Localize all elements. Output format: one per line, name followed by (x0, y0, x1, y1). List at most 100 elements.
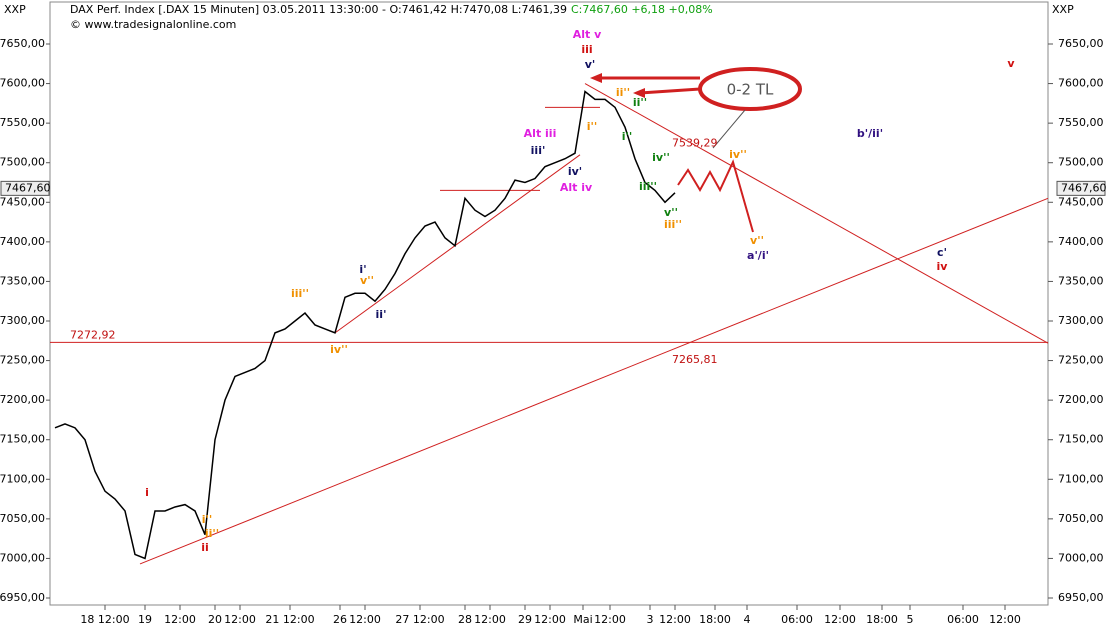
y-tick-label: 7450,00 (1058, 195, 1104, 208)
last-price-box (1056, 180, 1106, 196)
y-tick-label: 7150,00 (1058, 433, 1104, 446)
x-tick-label: 19 (138, 613, 152, 626)
y-tick-label: 7100,00 (0, 472, 45, 485)
wave-label: v' (585, 58, 596, 71)
arrowhead (590, 73, 602, 83)
wave-label: c' (937, 246, 947, 259)
last-price-label: 7467,60 (1061, 181, 1107, 194)
x-tick-label: 18 12:00 (80, 613, 129, 626)
y-tick-label: 7150,00 (0, 433, 45, 446)
y-tick-label: 7500,00 (0, 156, 45, 169)
x-tick-label: Mai (573, 613, 592, 626)
x-tick-label: 12:00 (594, 613, 626, 626)
wave-label: i (145, 486, 149, 499)
wave-label: iv'' (652, 151, 670, 164)
wave-label: v'' (360, 274, 374, 287)
y-tick-label: 7050,00 (0, 512, 45, 525)
hline-label: 7272,92 (70, 328, 116, 341)
y-tick-label: 7600,00 (0, 77, 45, 90)
y-tick-label: 7650,00 (1058, 37, 1104, 50)
y-tick-label: 7450,00 (0, 195, 45, 208)
wave-label: Alt v (573, 28, 602, 41)
last-price-label: 7467,60 (5, 181, 51, 194)
arrowhead (633, 88, 645, 98)
wave-label: i'' (587, 120, 598, 133)
y-tick-label: 7000,00 (0, 551, 45, 564)
wave-label: iv'' (330, 343, 348, 356)
x-tick-label: 12:00 (474, 613, 506, 626)
y-tick-label: 7250,00 (1058, 354, 1104, 367)
x-tick-label: 06:00 (781, 613, 813, 626)
y-tick-label: 7350,00 (1058, 274, 1104, 287)
y-tick-label: 7300,00 (1058, 314, 1104, 327)
x-tick-label: 21 12:00 (265, 613, 314, 626)
y-tick-label: 7550,00 (1058, 116, 1104, 129)
wave-label: v'' (664, 206, 678, 219)
x-tick-label: 26 (333, 613, 347, 626)
wave-label: iii'' (664, 218, 682, 231)
y-tick-label: 7550,00 (0, 116, 45, 129)
wave-label: iv'' (729, 148, 747, 161)
title-change: C:7467,60 +6,18 +0,08% (571, 3, 713, 16)
wave-label: iii (581, 43, 592, 56)
wave-label: i' (359, 263, 366, 276)
y-tick-label: 6950,00 (0, 591, 45, 604)
x-tick-label: 06:00 (947, 613, 979, 626)
x-tick-label: 27 12:00 (395, 613, 444, 626)
symbol[interactable]: XXP (1052, 3, 1074, 16)
x-tick-label: 29 (518, 613, 532, 626)
y-tick-label: 7300,00 (0, 314, 45, 327)
wave-label: v (1007, 57, 1015, 70)
wave-label: iii'' (639, 180, 657, 193)
callout-label: 0-2 TL (727, 81, 774, 99)
y-tick-label: 7100,00 (1058, 472, 1104, 485)
price-label: 7265,81 (672, 353, 718, 366)
x-tick-label: 28 (458, 613, 472, 626)
x-tick-label: 12:00 (224, 613, 256, 626)
price-line (54, 90, 676, 560)
y-tick-label: 7600,00 (1058, 77, 1104, 90)
x-tick-label: 12:00 (824, 613, 856, 626)
y-tick-label: 7050,00 (1058, 512, 1104, 525)
trendline (334, 154, 581, 334)
y-tick-label: 7500,00 (1058, 156, 1104, 169)
wave-label: ii'' (616, 86, 630, 99)
wave-label: Alt iii (524, 127, 557, 140)
x-tick-label: 3 (647, 613, 654, 626)
wave-label: iv' (568, 165, 582, 178)
y-tick-label: 6950,00 (1058, 591, 1104, 604)
arrow (712, 109, 746, 149)
wave-label: i'' (622, 130, 633, 143)
wave-label: iii'' (291, 287, 309, 300)
x-tick-label: 5 (907, 613, 914, 626)
wave-label: b'/ii' (857, 127, 883, 140)
y-tick-label: 7250,00 (0, 354, 45, 367)
plot-frame (49, 1, 1049, 606)
x-tick-label: 12:00 (989, 613, 1021, 626)
symbol[interactable]: XXP (4, 3, 26, 16)
wave-label: ii (201, 541, 209, 554)
x-tick-label: 18:00 (866, 613, 898, 626)
wave-label: iii' (531, 144, 546, 157)
y-tick-label: 7400,00 (1058, 235, 1104, 248)
trendline (584, 83, 1049, 344)
wave-label: v'' (750, 234, 764, 247)
y-tick-label: 7000,00 (1058, 551, 1104, 564)
y-tick-label: 7200,00 (0, 393, 45, 406)
arrow (639, 87, 701, 95)
y-tick-label: 7200,00 (1058, 393, 1104, 406)
x-tick-label: 18:00 (699, 613, 731, 626)
x-tick-label: 4 (744, 613, 751, 626)
x-tick-label: 20 (208, 613, 222, 626)
x-tick-label: 12:00 (349, 613, 381, 626)
chart-title: DAX Perf. Index [.DAX 15 Minuten] 03.05.… (70, 3, 567, 16)
projection (677, 159, 754, 233)
y-tick-label: 7400,00 (0, 235, 45, 248)
y-tick-label: 7650,00 (0, 37, 45, 50)
wave-label: ii'' (633, 96, 647, 109)
wave-label: ii' (376, 308, 387, 321)
wave-label: iv (937, 260, 949, 273)
x-tick-label: 12:00 (164, 613, 196, 626)
